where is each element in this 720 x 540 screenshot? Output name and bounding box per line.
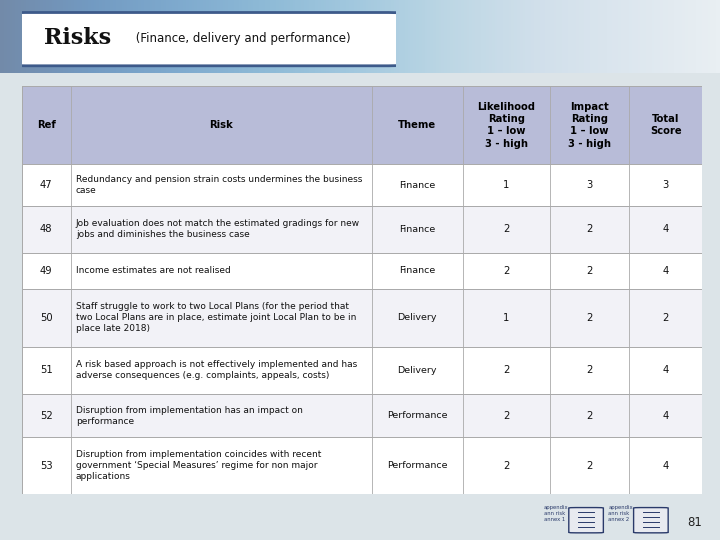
- Bar: [22, 437, 702, 494]
- FancyBboxPatch shape: [634, 508, 668, 533]
- FancyBboxPatch shape: [569, 508, 603, 533]
- Text: Finance: Finance: [399, 225, 436, 234]
- Text: Delivery: Delivery: [397, 366, 437, 375]
- Text: 2: 2: [586, 313, 593, 323]
- Bar: [22, 394, 702, 437]
- Bar: [22, 86, 702, 164]
- Text: appendix
ann risk
annex 1: appendix ann risk annex 1: [544, 505, 568, 522]
- Text: Job evaluation does not match the estimated gradings for new
jobs and diminishes: Job evaluation does not match the estima…: [76, 219, 360, 239]
- Text: 3: 3: [587, 180, 593, 190]
- Text: 2: 2: [586, 266, 593, 276]
- Text: Theme: Theme: [398, 120, 436, 130]
- Text: 52: 52: [40, 410, 53, 421]
- Text: 2: 2: [662, 313, 669, 323]
- Text: 4: 4: [662, 410, 669, 421]
- Bar: [22, 347, 702, 394]
- Text: 48: 48: [40, 224, 53, 234]
- Text: Finance: Finance: [399, 180, 436, 190]
- Bar: [22, 289, 702, 347]
- Text: Total
Score: Total Score: [650, 114, 682, 137]
- Text: 49: 49: [40, 266, 53, 276]
- Text: Staff struggle to work to two Local Plans (for the period that
two Local Plans a: Staff struggle to work to two Local Plan…: [76, 302, 356, 333]
- Text: Likelihood
Rating
1 – low
3 - high: Likelihood Rating 1 – low 3 - high: [477, 102, 535, 149]
- Text: Risks: Risks: [44, 27, 111, 49]
- Text: 2: 2: [586, 461, 593, 471]
- Text: Risk: Risk: [210, 120, 233, 130]
- Bar: [22, 164, 702, 206]
- Text: 53: 53: [40, 461, 53, 471]
- Text: 1: 1: [503, 180, 509, 190]
- Text: 50: 50: [40, 313, 53, 323]
- Text: 4: 4: [662, 224, 669, 234]
- Text: Income estimates are not realised: Income estimates are not realised: [76, 266, 230, 275]
- Bar: [22, 206, 702, 253]
- Text: 2: 2: [503, 266, 509, 276]
- Text: 4: 4: [662, 365, 669, 375]
- Text: Performance: Performance: [387, 411, 448, 420]
- Bar: [22, 253, 702, 289]
- Text: 2: 2: [503, 410, 509, 421]
- Text: 47: 47: [40, 180, 53, 190]
- Text: 51: 51: [40, 365, 53, 375]
- FancyBboxPatch shape: [6, 12, 408, 66]
- Text: 81: 81: [688, 516, 702, 529]
- Text: Finance: Finance: [399, 266, 436, 275]
- Text: Delivery: Delivery: [397, 313, 437, 322]
- Text: 2: 2: [503, 461, 509, 471]
- Text: Redundancy and pension strain costs undermines the business
case: Redundancy and pension strain costs unde…: [76, 175, 362, 195]
- Text: 2: 2: [586, 365, 593, 375]
- Text: 2: 2: [586, 410, 593, 421]
- Text: A risk based approach is not effectively implemented and has
adverse consequence: A risk based approach is not effectively…: [76, 360, 357, 380]
- Text: Ref: Ref: [37, 120, 55, 130]
- Text: 4: 4: [662, 266, 669, 276]
- Text: 2: 2: [503, 224, 509, 234]
- Text: Disruption from implementation coincides with recent
government ‘Special Measure: Disruption from implementation coincides…: [76, 450, 321, 481]
- Text: 2: 2: [586, 224, 593, 234]
- Text: Performance: Performance: [387, 461, 448, 470]
- Text: appendix
ann risk
annex 2: appendix ann risk annex 2: [608, 505, 633, 522]
- Text: 2: 2: [503, 365, 509, 375]
- Text: 1: 1: [503, 313, 509, 323]
- Text: Impact
Rating
1 – low
3 - high: Impact Rating 1 – low 3 - high: [568, 102, 611, 149]
- Text: Disruption from implementation has an impact on
performance: Disruption from implementation has an im…: [76, 406, 302, 426]
- Text: 4: 4: [662, 461, 669, 471]
- Text: (Finance, delivery and performance): (Finance, delivery and performance): [132, 31, 351, 44]
- Text: 3: 3: [662, 180, 669, 190]
